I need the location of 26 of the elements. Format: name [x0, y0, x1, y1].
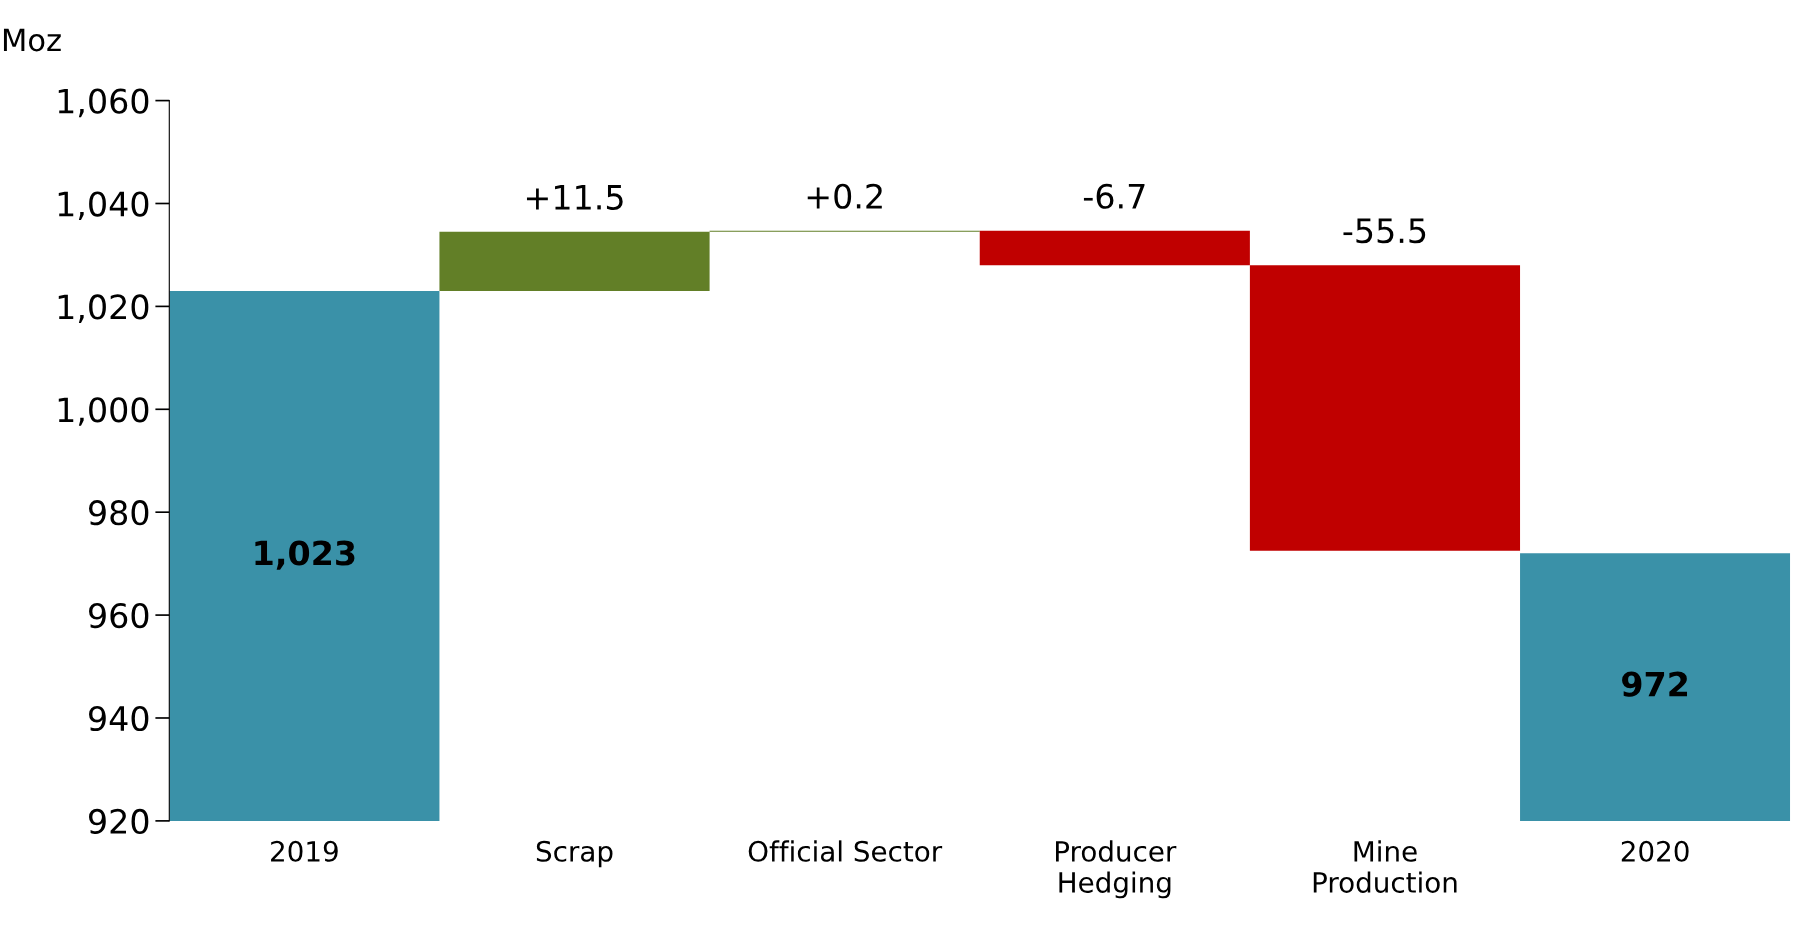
x-tick-label: Scrap [536, 840, 613, 868]
x-tick-label: Official Sector [748, 840, 943, 862]
data-label: 972 [1622, 671, 1688, 697]
x-tick-label: Producer Hedging [1056, 840, 1177, 899]
bar [979, 230, 1250, 266]
y-axis-title: Moz [3, 28, 61, 52]
data-label: -55.5 [1343, 218, 1426, 244]
y-tick-label: 1,060 [58, 88, 149, 118]
data-label: -6.7 [1083, 183, 1145, 209]
bar [1249, 265, 1521, 551]
x-tick-label: 2019 [271, 840, 338, 862]
y-tick-label: 980 [89, 500, 149, 526]
y-tick-label: 960 [89, 603, 149, 629]
y-tick-label: 1,000 [58, 397, 149, 426]
y-tick-label: 1,020 [58, 294, 149, 323]
y-tick-label: 940 [89, 705, 149, 732]
y-tick-label: 1,040 [58, 191, 149, 221]
data-label: +0.2 [807, 183, 882, 209]
data-label: 1,023 [255, 540, 355, 570]
data-label: +11.5 [526, 185, 623, 210]
bar [439, 231, 710, 291]
x-tick-label: 2020 [1621, 840, 1689, 862]
bar [169, 290, 440, 821]
x-tick-label: Mine Production [1313, 840, 1457, 893]
y-tick-label: 920 [89, 808, 149, 835]
bar [1520, 553, 1791, 821]
